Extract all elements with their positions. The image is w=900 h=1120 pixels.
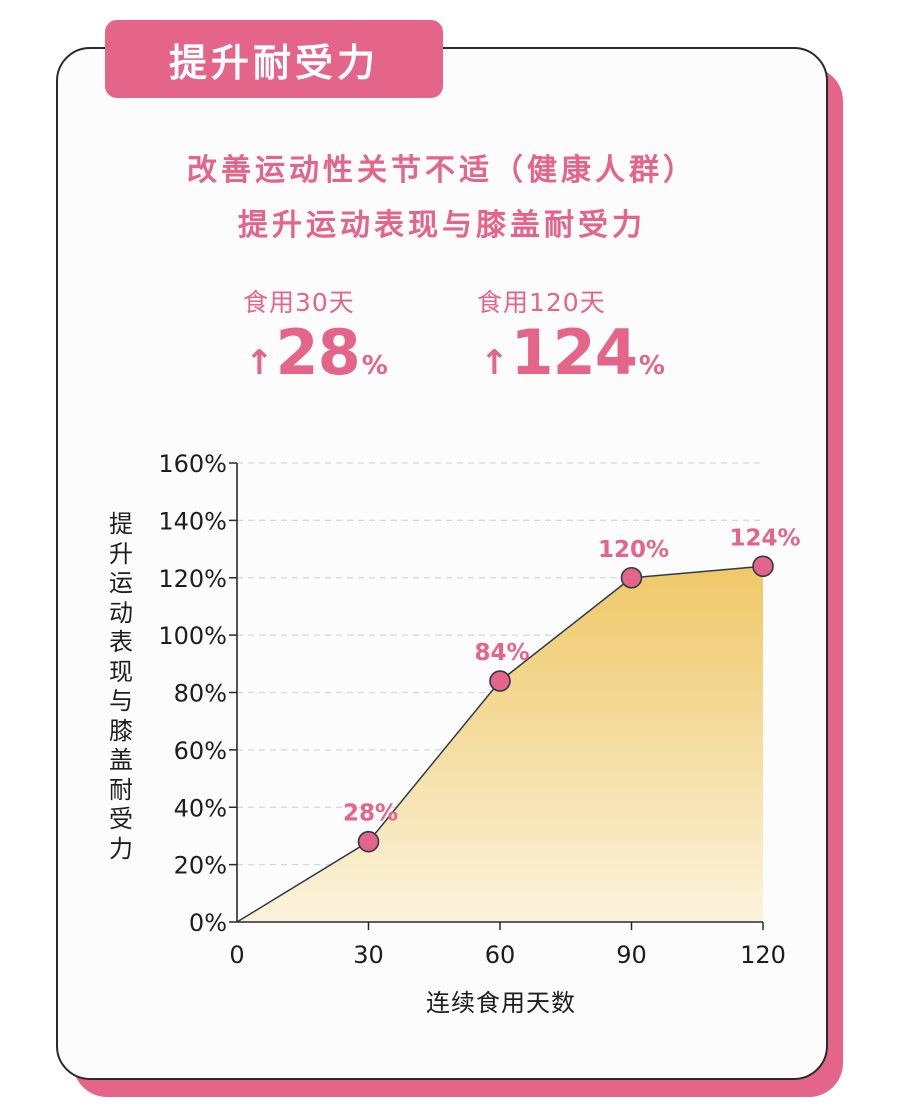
y-axis-label: 提升运动表现与膝盖耐受力 [109,510,133,863]
y-tick-label: 140% [158,507,227,535]
subtitle-line-2: 提升运动表现与膝盖耐受力 [238,208,646,243]
stat-120-unit: % [638,351,665,381]
up-arrow-icon: ↑ [245,343,274,383]
y-tick-label: 60% [174,737,227,765]
stat-120-number: 124 [510,316,638,389]
y-tick-label: 40% [174,794,227,822]
stat-30-value: ↑ 28 % [245,322,388,384]
data-point [357,830,380,853]
up-arrow-icon: ↑ [480,343,509,383]
x-axis-label: 连续食用天数 [426,989,576,1017]
stat-120-label: 食用120天 [477,288,606,317]
subtitle-line-1: 改善运动性关节不适（健康人群） [187,153,697,188]
data-label: 120% [598,537,669,563]
area-fill [237,566,763,922]
y-tick-label: 80% [174,680,227,708]
y-tick-label: 160% [158,450,227,478]
stat-120-value: ↑ 124 % [480,322,665,384]
y-tick-label: 120% [158,565,227,593]
x-tick-label: 60 [485,941,516,969]
data-point [752,555,774,578]
stat-30-unit: % [361,351,388,381]
data-point [620,566,643,589]
x-tick-label: 90 [616,941,647,969]
data-label: 84% [474,640,529,666]
stat-30-number: 28 [275,316,361,389]
y-tick-label: 100% [158,622,227,650]
x-tick-label: 120 [740,941,786,969]
stat-30-label: 食用30天 [243,288,355,317]
y-tick-label: 20% [174,852,227,880]
data-point [489,670,511,692]
data-label: 124% [729,525,800,551]
data-label: 28% [343,801,398,827]
y-tick-label: 0% [189,909,227,937]
x-tick-label: 30 [353,941,384,969]
x-tick-label: 0 [229,941,244,969]
section-tag: 提升耐受力 [105,20,443,98]
